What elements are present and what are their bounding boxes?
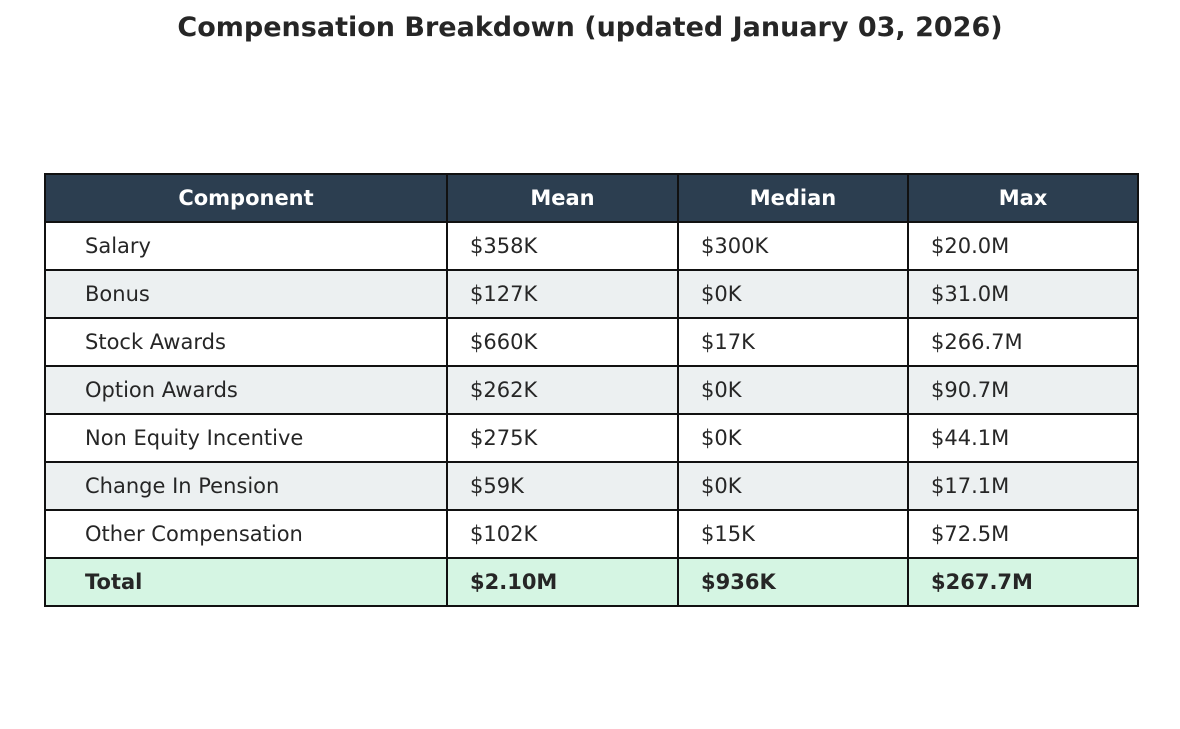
column-header-median: Median [677,173,909,223]
compensation-table: Component Mean Median Max Salary $358K $… [44,173,1139,607]
column-header-component: Component [44,173,448,223]
cell-total-max: $267.7M [907,557,1139,607]
cell-max: $44.1M [907,413,1139,463]
cell-component: Salary [44,221,448,271]
table-row: Bonus $127K $0K $31.0M [44,269,1139,319]
table-row: Stock Awards $660K $17K $266.7M [44,317,1139,367]
cell-median: $17K [677,317,909,367]
table-row: Option Awards $262K $0K $90.7M [44,365,1139,415]
header-row: Component Mean Median Max [44,173,1139,223]
cell-total-median: $936K [677,557,909,607]
cell-mean: $660K [446,317,679,367]
cell-median: $0K [677,413,909,463]
cell-mean: $262K [446,365,679,415]
cell-component: Bonus [44,269,448,319]
cell-component: Change In Pension [44,461,448,511]
cell-mean: $275K [446,413,679,463]
total-row: Total $2.10M $936K $267.7M [44,557,1139,607]
cell-component: Stock Awards [44,317,448,367]
table-row: Salary $358K $300K $20.0M [44,221,1139,271]
cell-mean: $102K [446,509,679,559]
cell-median: $300K [677,221,909,271]
cell-component: Other Compensation [44,509,448,559]
column-header-mean: Mean [446,173,679,223]
cell-component: Option Awards [44,365,448,415]
cell-max: $17.1M [907,461,1139,511]
cell-median: $0K [677,269,909,319]
cell-mean: $59K [446,461,679,511]
cell-max: $20.0M [907,221,1139,271]
table-row: Change In Pension $59K $0K $17.1M [44,461,1139,511]
cell-median: $0K [677,365,909,415]
table-row: Non Equity Incentive $275K $0K $44.1M [44,413,1139,463]
cell-median: $0K [677,461,909,511]
cell-total-mean: $2.10M [446,557,679,607]
table-row: Other Compensation $102K $15K $72.5M [44,509,1139,559]
cell-mean: $358K [446,221,679,271]
cell-max: $90.7M [907,365,1139,415]
cell-median: $15K [677,509,909,559]
cell-mean: $127K [446,269,679,319]
column-header-max: Max [907,173,1139,223]
cell-max: $72.5M [907,509,1139,559]
cell-component: Non Equity Incentive [44,413,448,463]
cell-max: $31.0M [907,269,1139,319]
chart-title: Compensation Breakdown (updated January … [177,12,1003,43]
cell-max: $266.7M [907,317,1139,367]
cell-total-label: Total [44,557,448,607]
